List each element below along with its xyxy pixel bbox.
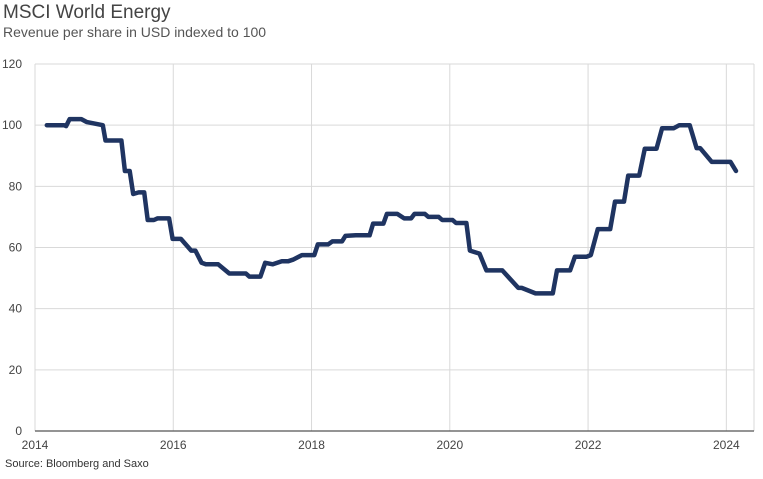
x-tick-label: 2014	[22, 438, 49, 452]
x-tick-label: 2016	[160, 438, 187, 452]
y-tick-label: 0	[15, 424, 22, 438]
x-tick-label: 2024	[713, 438, 740, 452]
y-tick-label: 60	[9, 241, 23, 255]
y-tick-label: 100	[2, 118, 22, 132]
y-tick-label: 40	[9, 302, 23, 316]
y-tick-label: 120	[2, 57, 22, 71]
series-line	[44, 116, 739, 296]
x-tick-label: 2018	[298, 438, 325, 452]
source-note: Source: Bloomberg and Saxo	[5, 458, 149, 470]
series-layer	[44, 116, 739, 296]
y-tick-label: 80	[9, 179, 23, 193]
chart-subtitle: Revenue per share in USD indexed to 100	[3, 24, 267, 40]
x-tick-label: 2022	[575, 438, 602, 452]
x-tick-label: 2020	[436, 438, 463, 452]
y-tick-label: 20	[9, 363, 23, 377]
axes: 0 20 40 60 80 100 120 2014 2016 2018 2020 2022 2024	[2, 57, 754, 452]
grid	[34, 63, 755, 432]
chart-title: MSCI World Energy	[3, 2, 171, 23]
